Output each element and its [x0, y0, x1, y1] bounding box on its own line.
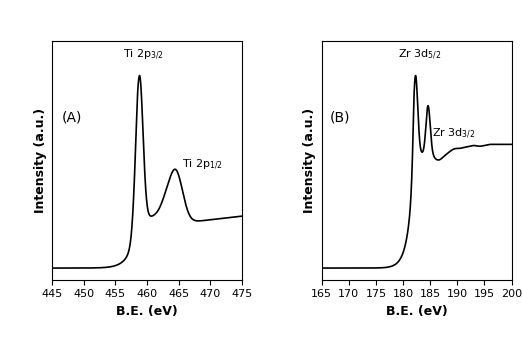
Text: Ti 2p$_{3/2}$: Ti 2p$_{3/2}$ — [123, 48, 164, 62]
Text: Zr 3d$_{3/2}$: Zr 3d$_{3/2}$ — [432, 127, 475, 141]
X-axis label: B.E. (eV): B.E. (eV) — [116, 305, 178, 318]
Text: Zr 3d$_{5/2}$: Zr 3d$_{5/2}$ — [398, 48, 441, 62]
Text: (B): (B) — [330, 110, 350, 124]
Y-axis label: Intensity (a.u.): Intensity (a.u.) — [33, 108, 46, 213]
Text: (A): (A) — [62, 110, 82, 124]
X-axis label: B.E. (eV): B.E. (eV) — [386, 305, 447, 318]
Y-axis label: Intensity (a.u.): Intensity (a.u.) — [303, 108, 316, 213]
Text: Ti 2p$_{1/2}$: Ti 2p$_{1/2}$ — [182, 158, 223, 172]
